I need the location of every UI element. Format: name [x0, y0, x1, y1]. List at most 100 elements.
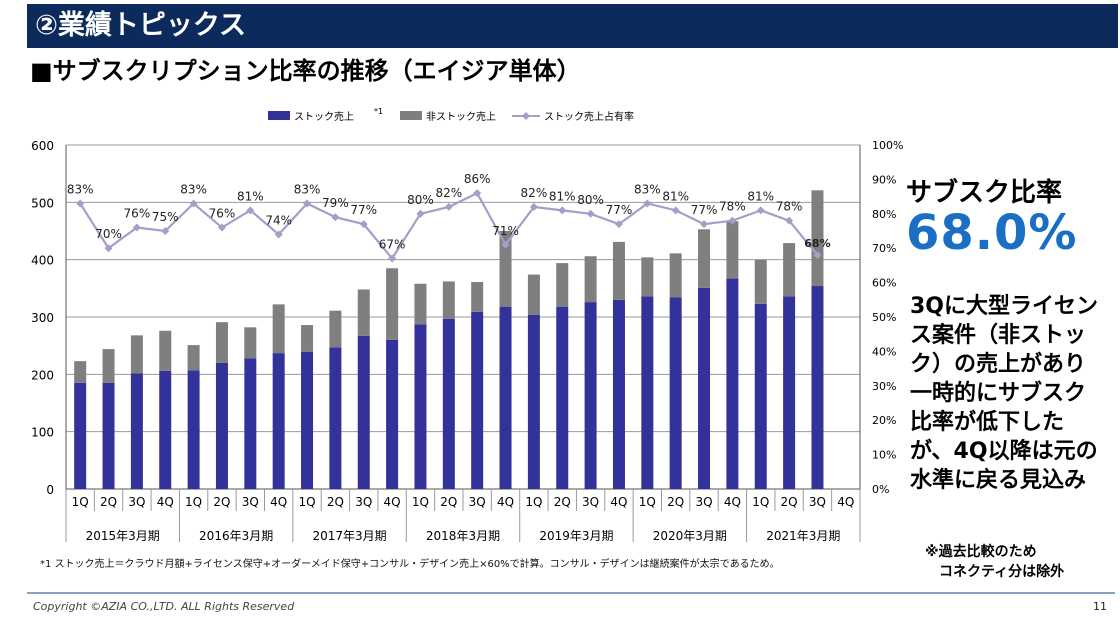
- nonstock-bar: [329, 310, 342, 348]
- y-right-tick-label: 40%: [872, 345, 896, 358]
- category-label: 3Q: [469, 495, 486, 509]
- y-right-tick-label: 60%: [872, 277, 896, 290]
- fiscal-year-label: 2018年3月期: [426, 529, 500, 543]
- ratio-data-label: 80%: [577, 193, 604, 207]
- nonstock-bar: [215, 322, 228, 363]
- ratio-marker: [785, 216, 794, 225]
- ratio-data-label: 82%: [521, 186, 548, 200]
- copyright-text: Copyright ©AZIA CO.,LTD. ALL Rights Rese…: [33, 600, 295, 613]
- y-right-tick-label: 10%: [872, 449, 896, 462]
- ratio-marker: [643, 199, 652, 208]
- stock-bar: [130, 373, 143, 489]
- category-label: 3Q: [242, 495, 259, 509]
- category-label: 3Q: [695, 495, 712, 509]
- ratio-marker: [76, 199, 85, 208]
- y-left-tick-label: 100: [31, 426, 54, 440]
- ratio-marker: [501, 240, 510, 249]
- y-right-tick-label: 30%: [872, 380, 896, 393]
- nonstock-bar: [414, 283, 427, 325]
- category-label: 3Q: [582, 495, 599, 509]
- ratio-data-label: 77%: [606, 203, 633, 217]
- fiscal-year-label: 2020年3月期: [653, 529, 727, 543]
- stock-bar: [698, 287, 711, 489]
- y-right-tick-label: 80%: [872, 208, 896, 221]
- category-label: 4Q: [497, 495, 514, 509]
- stock-bar: [414, 324, 427, 489]
- category-label: 1Q: [752, 495, 769, 509]
- category-label: 4Q: [384, 495, 401, 509]
- category-label: 3Q: [355, 495, 372, 509]
- legend-stock-label: ストック売上: [294, 110, 354, 123]
- ratio-marker: [813, 251, 822, 260]
- category-label: 2Q: [327, 495, 344, 509]
- ratio-data-label: 83%: [294, 182, 321, 196]
- y-right-tick-label: 90%: [872, 173, 896, 186]
- y-left-tick-label: 200: [31, 368, 54, 382]
- legend-ratio-marker: [522, 112, 530, 120]
- category-label: 2Q: [667, 495, 684, 509]
- ratio-data-label: 78%: [776, 200, 803, 214]
- ratio-marker: [558, 206, 567, 215]
- stock-bar: [329, 347, 342, 489]
- subscription-ratio-chart: 0 100 200 300 400 500 600 0% 10% 20% 30% 40% 50% 60% 7…: [31, 107, 903, 543]
- ratio-data-label: 83%: [67, 182, 94, 196]
- ratio-data-label: 81%: [237, 189, 264, 203]
- stock-bar: [442, 318, 455, 489]
- title-bar: ②業績トピックス: [27, 4, 1118, 48]
- category-label: 4Q: [724, 495, 741, 509]
- legend-stock-swatch: [268, 111, 290, 120]
- y-left-tick-label: 400: [31, 254, 54, 268]
- stock-bar: [187, 370, 200, 489]
- nonstock-bar: [612, 241, 625, 300]
- y-right-tick-label: 100%: [872, 139, 903, 152]
- stock-bar: [471, 311, 484, 489]
- ratio-marker: [388, 254, 397, 263]
- fiscal-year-label: 2015年3月期: [86, 529, 160, 543]
- ratio-marker: [189, 199, 198, 208]
- ratio-data-label: 81%: [662, 189, 689, 203]
- nonstock-bar: [272, 304, 285, 354]
- ratio-marker: [303, 199, 312, 208]
- ratio-marker: [104, 244, 113, 253]
- category-label: 2Q: [554, 495, 571, 509]
- nonstock-bar: [499, 231, 512, 307]
- ratio-marker: [274, 230, 283, 239]
- stock-bar: [357, 335, 370, 489]
- ratio-comment: 3Qに大型ライセンス案件（非ストック）の売上があり一時的にサブスク比率が低下した…: [910, 294, 1099, 493]
- stock-bar: [386, 339, 399, 489]
- category-label: 1Q: [185, 495, 202, 509]
- nonstock-bar: [584, 256, 597, 303]
- category-label: 4Q: [270, 495, 287, 509]
- nonstock-bar: [811, 190, 824, 287]
- ratio-marker: [700, 220, 709, 229]
- ratio-data-label: 68%: [804, 237, 830, 250]
- subscription-ratio-value: 68.0%: [906, 205, 1078, 261]
- ratio-marker: [444, 202, 453, 211]
- y-right-tick-label: 0%: [872, 483, 889, 496]
- nonstock-bar: [641, 257, 654, 297]
- nonstock-bar: [102, 349, 115, 383]
- ratio-data-label: 81%: [549, 189, 576, 203]
- nonstock-bar: [74, 361, 87, 383]
- ratio-marker: [132, 223, 141, 232]
- category-label: 1Q: [525, 495, 542, 509]
- stock-bar: [584, 302, 597, 489]
- ratio-data-label: 75%: [152, 210, 179, 224]
- y-left-tick-label: 500: [31, 196, 54, 210]
- ratio-data-label: 83%: [634, 182, 661, 196]
- subscription-ratio-label: サブスク比率: [906, 178, 1063, 208]
- stock-bar: [754, 303, 767, 489]
- ratio-marker: [246, 206, 255, 215]
- legend-ratio-label: ストック売上占有率: [544, 110, 634, 123]
- stock-bar: [612, 299, 625, 489]
- ratio-data-label: 86%: [464, 172, 491, 186]
- ratio-marker: [756, 206, 765, 215]
- fiscal-year-label: 2021年3月期: [766, 529, 840, 543]
- legend-stock-superscript: *1: [374, 107, 383, 116]
- stock-bar: [301, 351, 314, 489]
- stock-bar: [811, 286, 824, 489]
- nonstock-bar: [471, 282, 484, 312]
- stock-bar: [556, 306, 569, 489]
- ratio-data-label: 83%: [180, 182, 207, 196]
- ratio-data-label: 77%: [691, 203, 718, 217]
